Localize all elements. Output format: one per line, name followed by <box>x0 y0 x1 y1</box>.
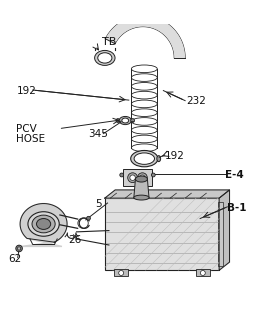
Text: 345: 345 <box>89 129 108 139</box>
Circle shape <box>140 175 145 180</box>
Ellipse shape <box>95 51 115 65</box>
Ellipse shape <box>134 153 155 164</box>
Circle shape <box>120 173 124 177</box>
Ellipse shape <box>122 118 129 123</box>
Text: 26: 26 <box>68 235 81 245</box>
Polygon shape <box>105 16 185 58</box>
Circle shape <box>87 216 90 220</box>
Bar <box>105 198 219 270</box>
Ellipse shape <box>98 53 112 63</box>
Ellipse shape <box>135 176 147 182</box>
Ellipse shape <box>119 116 131 124</box>
Ellipse shape <box>157 156 161 162</box>
Ellipse shape <box>32 215 55 233</box>
Circle shape <box>119 270 124 276</box>
Circle shape <box>131 119 134 123</box>
Text: TB: TB <box>102 36 117 47</box>
Text: 192: 192 <box>165 151 185 161</box>
Circle shape <box>138 173 147 183</box>
Circle shape <box>128 173 138 183</box>
Polygon shape <box>134 179 149 198</box>
Ellipse shape <box>134 195 149 200</box>
Ellipse shape <box>28 212 59 236</box>
Polygon shape <box>219 190 230 270</box>
Text: B-1: B-1 <box>227 203 247 212</box>
Bar <box>218 202 223 266</box>
Text: E-4: E-4 <box>225 170 243 180</box>
Circle shape <box>151 173 155 177</box>
Circle shape <box>17 247 21 250</box>
Polygon shape <box>20 204 67 246</box>
Text: PCV: PCV <box>16 124 37 134</box>
Text: 5: 5 <box>95 198 102 209</box>
Ellipse shape <box>37 219 51 229</box>
Bar <box>196 269 210 276</box>
Circle shape <box>116 119 120 123</box>
Bar <box>114 269 128 276</box>
Ellipse shape <box>131 150 158 167</box>
Circle shape <box>200 270 205 276</box>
Circle shape <box>130 175 135 180</box>
Text: 232: 232 <box>186 96 206 107</box>
Text: HOSE: HOSE <box>16 134 45 144</box>
Circle shape <box>16 245 22 252</box>
Bar <box>123 169 152 187</box>
Text: 192: 192 <box>16 85 36 96</box>
Text: 62: 62 <box>8 254 21 264</box>
Polygon shape <box>105 190 230 198</box>
